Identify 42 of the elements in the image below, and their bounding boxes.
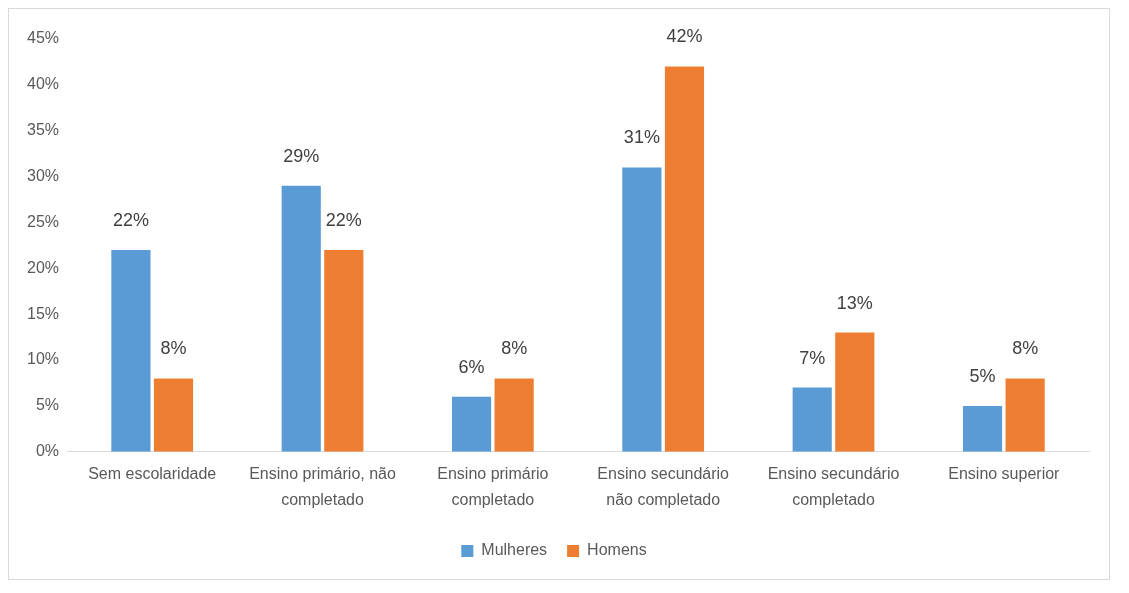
data-label: 8%: [1012, 338, 1039, 359]
data-label: 8%: [501, 338, 528, 359]
legend-label: Mulheres: [481, 541, 548, 559]
bar: [324, 249, 364, 452]
data-label: 29%: [283, 145, 320, 166]
y-tick-label: 5%: [35, 396, 60, 414]
y-tick-label: 45%: [26, 29, 60, 47]
x-tick-label: Ensino primário completado: [437, 465, 549, 508]
y-tick-label: 35%: [26, 121, 60, 139]
bar: [622, 167, 662, 452]
data-label: 42%: [666, 26, 703, 47]
data-label: 7%: [799, 347, 826, 368]
data-label: 5%: [969, 365, 996, 386]
x-tick-label: Sem escolaridade: [88, 465, 217, 483]
bar: [792, 387, 832, 452]
bar: [451, 396, 492, 452]
bar: [1005, 378, 1045, 452]
bar: [962, 405, 1003, 452]
x-tick-label: Ensino superior: [948, 465, 1061, 483]
y-tick-label: 30%: [26, 167, 60, 185]
y-tick-label: 20%: [26, 258, 60, 276]
x-tick-label: Ensino primário, não completado: [249, 465, 396, 508]
bar: [835, 332, 875, 452]
x-tick-label: Ensino secundário não completado: [597, 465, 730, 508]
bar: [494, 378, 534, 452]
bar: [111, 249, 151, 452]
bar: [664, 66, 705, 452]
y-tick-label: 40%: [26, 75, 60, 93]
data-label: 6%: [458, 356, 485, 377]
y-tick-label: 25%: [26, 212, 60, 230]
data-label: 22%: [325, 209, 362, 230]
bar: [153, 378, 194, 452]
data-label: 22%: [112, 209, 149, 230]
y-tick-label: 10%: [26, 350, 60, 368]
y-tick-label: 15%: [26, 304, 60, 322]
data-label: 31%: [623, 127, 660, 148]
data-label: 8%: [160, 338, 187, 359]
legend-label: Homens: [587, 541, 647, 559]
bar: [281, 185, 321, 452]
y-tick-label: 0%: [35, 442, 60, 460]
data-label: 13%: [836, 292, 873, 313]
x-tick-label: Ensino secundário completado: [767, 465, 900, 508]
